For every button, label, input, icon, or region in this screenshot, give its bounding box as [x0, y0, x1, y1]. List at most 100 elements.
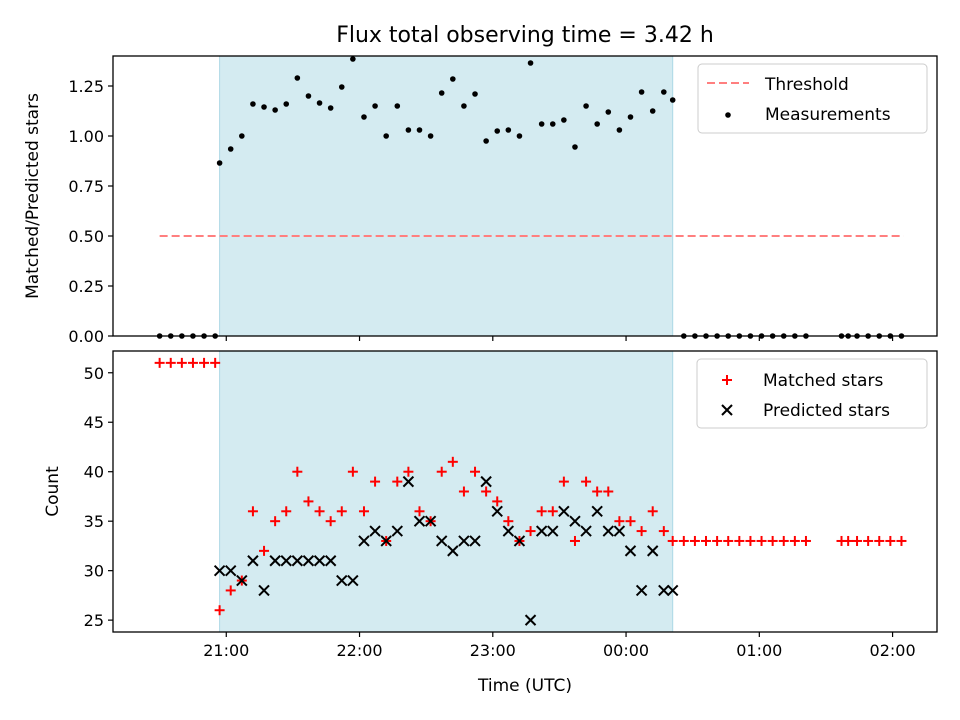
matched-point — [734, 535, 745, 546]
measurement-point — [327, 105, 334, 111]
measurement-point — [594, 121, 600, 127]
matched-point — [658, 526, 669, 537]
matched-point — [247, 506, 258, 517]
matched-point — [778, 535, 789, 546]
y-tick-label: 45 — [84, 413, 104, 432]
top-panel: 0.00 0.25 0.50 0.75 1.00 1.25 Matched/Predict… — [23, 55, 938, 346]
y-tick-label: 25 — [84, 611, 104, 630]
bottom-y-axis-label: Count — [43, 466, 63, 517]
matched-point — [863, 535, 874, 546]
measurement-point — [549, 121, 556, 127]
predicted-point — [258, 584, 270, 597]
matched-point — [536, 506, 547, 517]
measurement-point — [427, 133, 434, 139]
matched-point — [745, 535, 756, 546]
measurement-point — [494, 128, 501, 134]
matched-point — [800, 535, 811, 546]
measurement-point — [216, 160, 223, 166]
y-tick-label: 50 — [84, 364, 104, 383]
measurement-point — [538, 121, 545, 127]
measurement-point — [239, 133, 245, 139]
legend-label: Predicted stars — [763, 401, 890, 421]
x-tick-label: 21:00 — [203, 641, 249, 660]
legend-measurement-swatch — [725, 112, 731, 118]
matched-point — [358, 506, 369, 517]
matched-point — [336, 506, 347, 517]
matched-point — [370, 476, 381, 487]
predicted-point — [613, 525, 626, 537]
predicted-point — [280, 555, 292, 567]
predicted-point — [436, 535, 448, 547]
matched-point — [581, 476, 592, 487]
measurement-point — [272, 107, 278, 113]
matched-point — [325, 516, 336, 527]
matched-point — [199, 357, 210, 368]
matched-point — [756, 535, 767, 546]
top-y-axis-ticks: 0.00 0.25 0.50 0.75 1.00 1.25 — [68, 77, 113, 346]
matched-point — [614, 516, 625, 527]
matched-point — [314, 506, 325, 517]
matched-point — [347, 466, 358, 477]
matched-point — [492, 496, 503, 507]
measurement-point — [227, 146, 234, 152]
predicted-point — [480, 475, 492, 488]
predicted-point — [380, 535, 392, 547]
top-plot-frame — [112, 55, 938, 337]
measurement-point — [527, 60, 534, 66]
matched-point — [503, 516, 514, 527]
matched-point — [176, 357, 187, 368]
x-tick-label: 02:00 — [870, 641, 916, 660]
y-tick-label: 0.50 — [68, 227, 104, 246]
predicted-point — [369, 525, 381, 537]
x-tick-label: 23:00 — [470, 641, 516, 660]
measurement-point — [438, 90, 445, 96]
measurement-point — [516, 133, 523, 139]
y-tick-label: 0.75 — [68, 177, 104, 196]
predicted-point — [402, 475, 415, 488]
matched-point — [187, 357, 198, 368]
measurement-point — [572, 144, 578, 150]
measurement-point — [649, 108, 656, 114]
matched-point — [525, 526, 536, 537]
predicted-point — [347, 574, 359, 587]
matched-point — [885, 535, 896, 546]
top-observing-band — [219, 56, 674, 336]
matched-point — [414, 506, 425, 517]
measurement-point — [461, 103, 467, 109]
predicted-point — [558, 505, 570, 517]
measurement-point — [316, 100, 323, 106]
predicted-point — [647, 545, 659, 557]
matched-point — [689, 535, 700, 546]
matched-point — [558, 476, 569, 487]
matched-point — [896, 535, 907, 546]
matched-point — [154, 357, 165, 368]
measurement-point — [294, 75, 301, 81]
matched-point — [852, 535, 863, 546]
predicted-point — [458, 535, 470, 547]
measurement-point — [583, 103, 589, 109]
bottom-y-axis-ticks: 25 30 35 40 45 50 — [84, 364, 113, 630]
measurement-point — [394, 103, 401, 109]
matched-point — [678, 535, 689, 546]
x-tick-label: 00:00 — [603, 641, 649, 660]
bottom-panel: 25 30 35 40 45 50 21:00 22:00 23:00 00:00 01:00 02… — [43, 350, 938, 696]
predicted-point — [580, 525, 592, 537]
matched-point — [225, 585, 236, 596]
measurement-point — [505, 127, 512, 133]
predicted-point — [602, 525, 614, 537]
predicted-point — [313, 555, 326, 567]
predicted-point — [225, 564, 237, 577]
measurement-point — [638, 89, 645, 95]
measurement-point — [372, 103, 378, 109]
measurement-point — [261, 104, 267, 110]
predicted-point — [547, 525, 559, 537]
predicted-point — [269, 555, 281, 567]
predicted-point — [524, 614, 537, 626]
predicted-point — [247, 555, 259, 567]
matched-point — [767, 535, 778, 546]
measurement-point — [661, 89, 667, 95]
predicted-point — [491, 505, 503, 517]
matched-point — [403, 466, 414, 477]
matched-point — [470, 466, 481, 477]
